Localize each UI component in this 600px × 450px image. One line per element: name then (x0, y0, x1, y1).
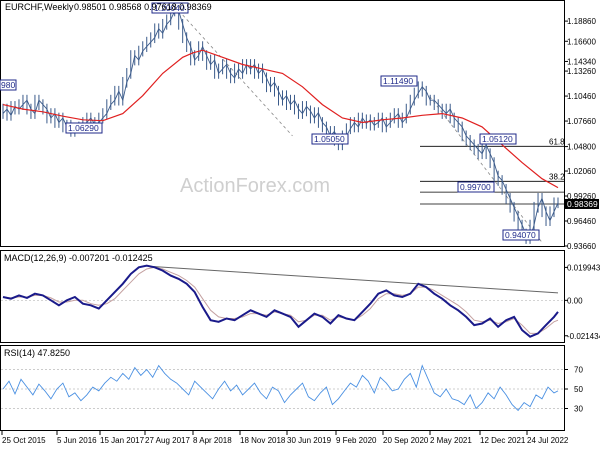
watermark: ActionForex.com (180, 175, 330, 197)
last-price-marker: 0.98369 (565, 198, 599, 209)
x-tick-label: 5 Jun 2016 (57, 436, 97, 445)
x-tick-label: 2 May 2021 (430, 436, 472, 445)
y-tick-label: 0.96460 (567, 217, 596, 226)
macd-title: MACD(12,26,9) -0.007201 -0.012425 (4, 253, 153, 263)
fib-label: 38.2 (549, 172, 565, 181)
macd-tick-label: -0.021434 (567, 332, 600, 341)
rsi-tick-label: 30 (574, 405, 583, 414)
x-tick-label: 18 Nov 2018 (240, 436, 286, 445)
price-label-box: 0.94070 (502, 229, 540, 241)
rsi-panel-frame (0, 345, 565, 431)
price-label-frame (65, 122, 103, 134)
price-label-text: 0.94070 (505, 230, 536, 240)
rsi-tick-label: 70 (574, 366, 583, 375)
y-tick-label: 1.16600 (567, 37, 596, 46)
x-tick-label: 12 Dec 2021 (480, 436, 526, 445)
y-tick-label: 1.02060 (567, 167, 596, 176)
y-tick-label: 1.14340 (567, 57, 596, 66)
price-label-box: 1.20040 (151, 2, 189, 14)
x-tick-label: 30 Jun 2019 (287, 436, 332, 445)
price-label-frame (502, 229, 540, 241)
y-tick-label: 1.13260 (567, 67, 596, 76)
last-price-text: 0.98369 (567, 199, 598, 209)
price-label-frame (151, 2, 189, 14)
rsi-group: 70 50 30 (1, 364, 583, 414)
moving-average-line (2, 49, 559, 189)
y-tick-label: 1.04800 (567, 143, 596, 152)
y-tick-label: 0.99260 (567, 192, 596, 201)
price-label-text: 1.05050 (314, 134, 345, 144)
x-tick-label: 15 Jan 2017 (100, 436, 145, 445)
macd-tick-label: 0.019943 (567, 263, 600, 272)
dashed-trendline (178, 10, 293, 137)
macd-group: 0.019943 0.00 -0.021434 (1, 263, 600, 341)
rsi-title: RSI(14) 47.8250 (4, 348, 70, 358)
x-tick-label: 9 Feb 2020 (336, 436, 377, 445)
macd-trendline (152, 265, 559, 294)
price-label-frame (457, 181, 495, 193)
price-label-box: 1.05120 (479, 133, 517, 145)
x-tick-label: 8 Apr 2018 (193, 436, 232, 445)
ohlc-readout: 0.98501 0.98568 0.97618 0.98369 (74, 2, 212, 12)
price-label-text: 0.99700 (460, 182, 491, 192)
price-label-text: 1.20040 (154, 3, 185, 13)
macd-panel-frame (0, 250, 565, 343)
x-tick-label: 27 Aug 2017 (145, 436, 190, 445)
macd-line (2, 264, 559, 338)
y-tick-label: 0.93660 (567, 242, 596, 251)
x-tick-label: 25 Oct 2015 (2, 436, 46, 445)
left-cut-label-text: 980 (1, 80, 15, 90)
price-label-text: 1.05120 (482, 134, 513, 144)
y-tick-label: 1.18860 (567, 17, 596, 26)
y-tick-label: 1.10460 (567, 92, 596, 101)
fib-label: 61.8 (549, 137, 565, 146)
price-label-frame (479, 133, 517, 145)
price-label-box: 0.99700 (457, 181, 495, 193)
x-tick-label: 20 Sep 2020 (383, 436, 429, 445)
price-label-frame (311, 133, 349, 145)
price-label-box: 1.11490 (380, 75, 418, 87)
price-label-box: 1.05050 (311, 133, 349, 145)
x-tick-label: 24 Jul 2022 (527, 436, 569, 445)
left-cut-label-frame (0, 79, 17, 91)
price-label-text: 1.06290 (68, 123, 99, 133)
last-price-box (565, 198, 599, 209)
macd-tick-label: 0.00 (567, 296, 583, 305)
price-label-box: 1.06290 (65, 122, 103, 134)
price-label-text: 1.11490 (383, 76, 413, 86)
rsi-tick-label: 50 (574, 385, 583, 394)
price-label-frame (380, 75, 418, 87)
left-cut-label-box: 980 (0, 79, 17, 91)
rsi-line (2, 364, 559, 412)
y-tick-label: 1.07660 (567, 117, 596, 126)
price-chart-title: EURCHF,Weekly (5, 2, 74, 12)
